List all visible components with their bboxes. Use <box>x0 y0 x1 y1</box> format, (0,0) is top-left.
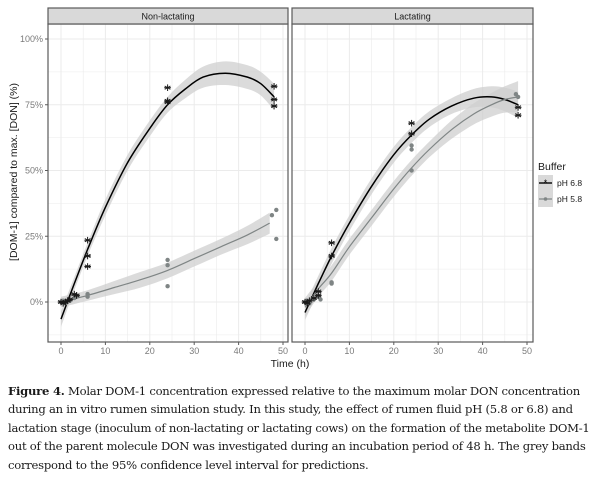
asterisk-point <box>164 84 171 91</box>
x-tick-label: 10 <box>100 346 110 356</box>
asterisk-point <box>84 236 91 244</box>
asterisk-point <box>84 252 91 260</box>
asterisk-point <box>270 102 278 110</box>
asterisk-point <box>84 263 91 270</box>
panel-title: Lactating <box>394 12 431 22</box>
circle-point <box>329 281 334 286</box>
circle-point <box>165 284 170 289</box>
x-tick-label: 0 <box>302 346 307 356</box>
asterisk-point <box>408 130 415 137</box>
confidence-bands <box>61 61 275 328</box>
asterisk-point <box>514 112 522 119</box>
asterisk-point <box>164 98 171 106</box>
gridlines <box>292 24 533 342</box>
legend-item-ph68: * pH 6.8 <box>539 178 582 188</box>
strip-lactating <box>291 7 534 25</box>
circle-point <box>269 213 275 218</box>
circle-point <box>318 297 323 302</box>
circle-point <box>274 236 279 242</box>
circle-point <box>409 143 414 148</box>
y-tick-label: 25% <box>25 231 43 241</box>
panel-lactating: Lactating 0 10 20 30 40 50 <box>291 7 534 356</box>
figure-caption: Figure 4. Molar DOM-1 concentration expr… <box>8 382 596 474</box>
fit-line-ph58 <box>304 96 519 308</box>
panel-background <box>292 24 533 342</box>
x-tick-label: 40 <box>234 346 244 356</box>
asterisk-marker-icon: * <box>544 178 548 188</box>
asterisk-point <box>328 252 335 260</box>
x-tick-label: 30 <box>433 346 443 356</box>
asterisk-point <box>73 292 80 299</box>
y-axis-ticks: 0% 25% 50% 75% 100% <box>20 34 48 307</box>
legend-item-ph58: pH 5.8 <box>539 194 582 204</box>
x-axis-title: Time (h) <box>271 358 310 370</box>
panel-non-lactating: Non-lactating 0 10 20 30 40 50 <box>47 7 289 356</box>
y-axis-title: [DOM-1] compared to max. [DON] (%) <box>8 83 20 261</box>
strip-non-lactating <box>47 7 289 25</box>
x-tick-label: 10 <box>344 346 354 356</box>
x-axis-ticks: 0 10 20 30 40 50 <box>302 342 532 356</box>
circle-point <box>85 294 90 299</box>
data-points <box>57 83 279 307</box>
y-tick-label: 50% <box>25 166 43 176</box>
caption-text: Molar DOM-1 concentration expressed rela… <box>8 384 590 472</box>
legend-title: Buffer <box>538 161 566 173</box>
circle-point <box>409 168 414 173</box>
x-tick-label: 20 <box>145 346 155 356</box>
legend: Buffer * pH 6.8 pH 5.8 <box>538 161 582 207</box>
asterisk-point <box>270 96 278 103</box>
circle-point <box>165 263 170 268</box>
x-tick-label: 50 <box>522 346 532 356</box>
x-tick-label: 50 <box>278 346 288 356</box>
y-tick-label: 100% <box>20 34 43 44</box>
figure-label: Figure 4. <box>8 384 65 398</box>
panel-title: Non-lactating <box>141 12 194 22</box>
x-axis-ticks: 0 10 20 30 40 50 <box>58 342 288 356</box>
asterisk-point <box>514 104 522 111</box>
x-tick-label: 40 <box>478 346 488 356</box>
faceted-chart: Non-lactating 0 10 20 30 40 50 Lactating 0 10 2… <box>8 7 582 370</box>
confidence-band-ph68 <box>61 61 275 328</box>
asterisk-point <box>408 119 415 127</box>
confidence-band-ph58 <box>305 81 519 317</box>
x-tick-label: 20 <box>389 346 399 356</box>
legend-label-ph68: pH 6.8 <box>557 178 582 188</box>
asterisk-point <box>328 239 335 247</box>
asterisk-point <box>270 83 278 90</box>
circle-point <box>515 94 521 100</box>
x-tick-label: 0 <box>58 346 63 356</box>
circle-point <box>409 147 414 152</box>
y-tick-label: 0% <box>30 297 43 307</box>
confidence-band-ph58 <box>61 212 270 308</box>
x-tick-label: 30 <box>189 346 199 356</box>
y-tick-label: 75% <box>25 100 43 110</box>
fit-line-ph58 <box>60 222 270 303</box>
data-points <box>301 92 522 307</box>
circle-point <box>274 207 279 213</box>
asterisk-point <box>66 296 74 303</box>
legend-label-ph58: pH 5.8 <box>557 194 582 204</box>
circle-point <box>165 257 170 263</box>
asterisk-point <box>315 292 322 299</box>
circle-marker-icon <box>543 197 548 201</box>
